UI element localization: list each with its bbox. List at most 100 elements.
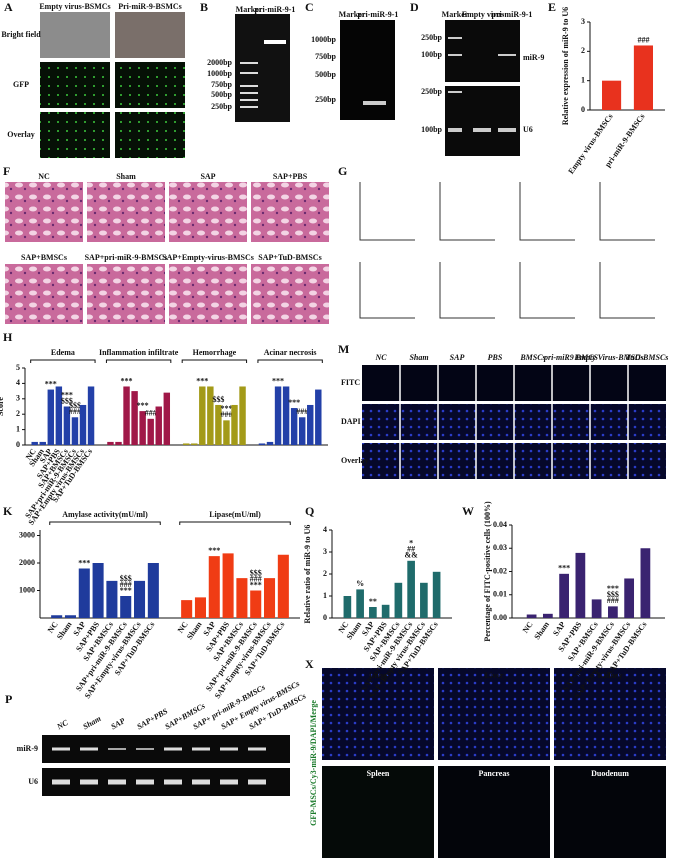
y-tick-label: 4 xyxy=(323,525,327,534)
significance: ### xyxy=(250,574,262,583)
significance: *** xyxy=(121,376,133,385)
group-label: Lipase(mU/ml) xyxy=(209,510,261,519)
column-label: TuD-BMSCs xyxy=(626,353,669,362)
panel-label: C xyxy=(305,0,314,14)
row-label: Overlay xyxy=(341,456,369,465)
bar xyxy=(223,420,230,445)
gel-bands xyxy=(448,37,516,132)
significance: * xyxy=(409,539,413,548)
significance: $$$ xyxy=(61,396,73,405)
bar xyxy=(432,571,441,618)
column-label: Empty Virus-BMSCs xyxy=(573,353,643,362)
bar xyxy=(250,590,262,618)
significance: *** xyxy=(137,401,149,410)
image-label: SAP xyxy=(200,172,215,181)
bar xyxy=(115,441,122,445)
lane-label: NC xyxy=(55,718,71,732)
panel-label: P xyxy=(5,692,12,706)
group-label: Edema xyxy=(51,348,75,357)
size-label: 250bp xyxy=(211,102,232,111)
organ-label: Duodenum xyxy=(591,769,629,778)
significance: *** xyxy=(196,376,208,385)
bar xyxy=(39,441,46,445)
row-label: Overlay xyxy=(7,130,35,139)
panel-label: A xyxy=(4,0,13,14)
significance: ### xyxy=(637,35,649,44)
lane-label: pri-miR-9-1 xyxy=(358,10,399,19)
bar xyxy=(139,411,146,445)
bar xyxy=(131,391,138,445)
column-label: Sham xyxy=(409,353,428,362)
significance: *** xyxy=(220,404,232,413)
bar xyxy=(207,386,214,445)
bar xyxy=(208,556,220,618)
size-label: 500bp xyxy=(315,70,336,79)
row-label: GFP xyxy=(13,80,29,89)
panel-label: D xyxy=(410,0,419,14)
y-tick-label: 1 xyxy=(581,75,585,84)
panel-label: W xyxy=(462,504,474,518)
significance: $$$ xyxy=(69,401,81,410)
x-tick-label: Sham xyxy=(532,620,551,641)
band-label: miR-9 xyxy=(17,744,38,753)
column-label: Empty virus-BSMCs xyxy=(39,2,110,11)
lane-label: Marker xyxy=(339,10,366,19)
image-label: SAP+TuD-BMSCs xyxy=(258,253,321,262)
y-tick-label: 0.04 xyxy=(493,520,507,529)
size-label: 250bp xyxy=(421,33,442,42)
panel-label: F xyxy=(3,164,10,178)
group-bracket xyxy=(49,521,161,525)
group-bracket xyxy=(257,359,323,363)
y-tick-label: 0 xyxy=(16,440,20,449)
band-label: U6 xyxy=(523,125,533,134)
bar xyxy=(266,441,274,445)
lane-label: Marker xyxy=(236,5,263,14)
bar xyxy=(194,597,206,618)
bar xyxy=(106,580,118,618)
size-label: 1000bp xyxy=(207,69,232,78)
bar xyxy=(608,606,618,618)
panel-label: B xyxy=(200,0,208,14)
column-label: BMSCs xyxy=(519,353,545,362)
bar xyxy=(315,389,322,445)
panel-label: X xyxy=(305,657,314,671)
bar xyxy=(381,604,390,618)
group-bracket xyxy=(30,359,96,363)
image-label: Sham xyxy=(116,172,136,181)
bar xyxy=(78,568,90,618)
organ-label: Spleen xyxy=(367,769,390,778)
mini-plot-axes xyxy=(359,182,655,319)
y-tick-label: 0.00 xyxy=(493,613,507,622)
gel-bands xyxy=(240,40,286,108)
bar xyxy=(182,443,190,445)
bar xyxy=(236,578,248,618)
significance: ### xyxy=(145,409,157,418)
micrograph xyxy=(115,62,185,108)
lane-label: Empty virus xyxy=(462,10,504,19)
bar xyxy=(79,404,87,445)
he-images xyxy=(5,182,329,324)
bar xyxy=(343,596,352,618)
column-label: NC xyxy=(374,353,387,362)
bar xyxy=(307,404,314,445)
significance: % xyxy=(356,579,364,588)
significance: *** xyxy=(250,580,262,589)
y-tick-label: 0.02 xyxy=(493,566,507,575)
y-tick-label: 3000 xyxy=(19,530,35,539)
significance: *** xyxy=(61,390,73,399)
bar xyxy=(640,548,651,618)
size-label: 100bp xyxy=(421,50,442,59)
lane-label: pri-miR-9-1 xyxy=(492,10,533,19)
size-label: 250bp xyxy=(421,87,442,96)
bar xyxy=(31,441,38,445)
bar xyxy=(602,80,622,110)
panel-label: E xyxy=(548,0,556,14)
bar xyxy=(55,386,63,445)
significance: $$$ xyxy=(120,574,132,583)
y-axis-label: Score xyxy=(0,397,5,416)
organ-label: Liver xyxy=(485,671,504,680)
size-label: 750bp xyxy=(315,52,336,61)
size-label: 750bp xyxy=(211,80,232,89)
size-label: 250bp xyxy=(315,95,336,104)
